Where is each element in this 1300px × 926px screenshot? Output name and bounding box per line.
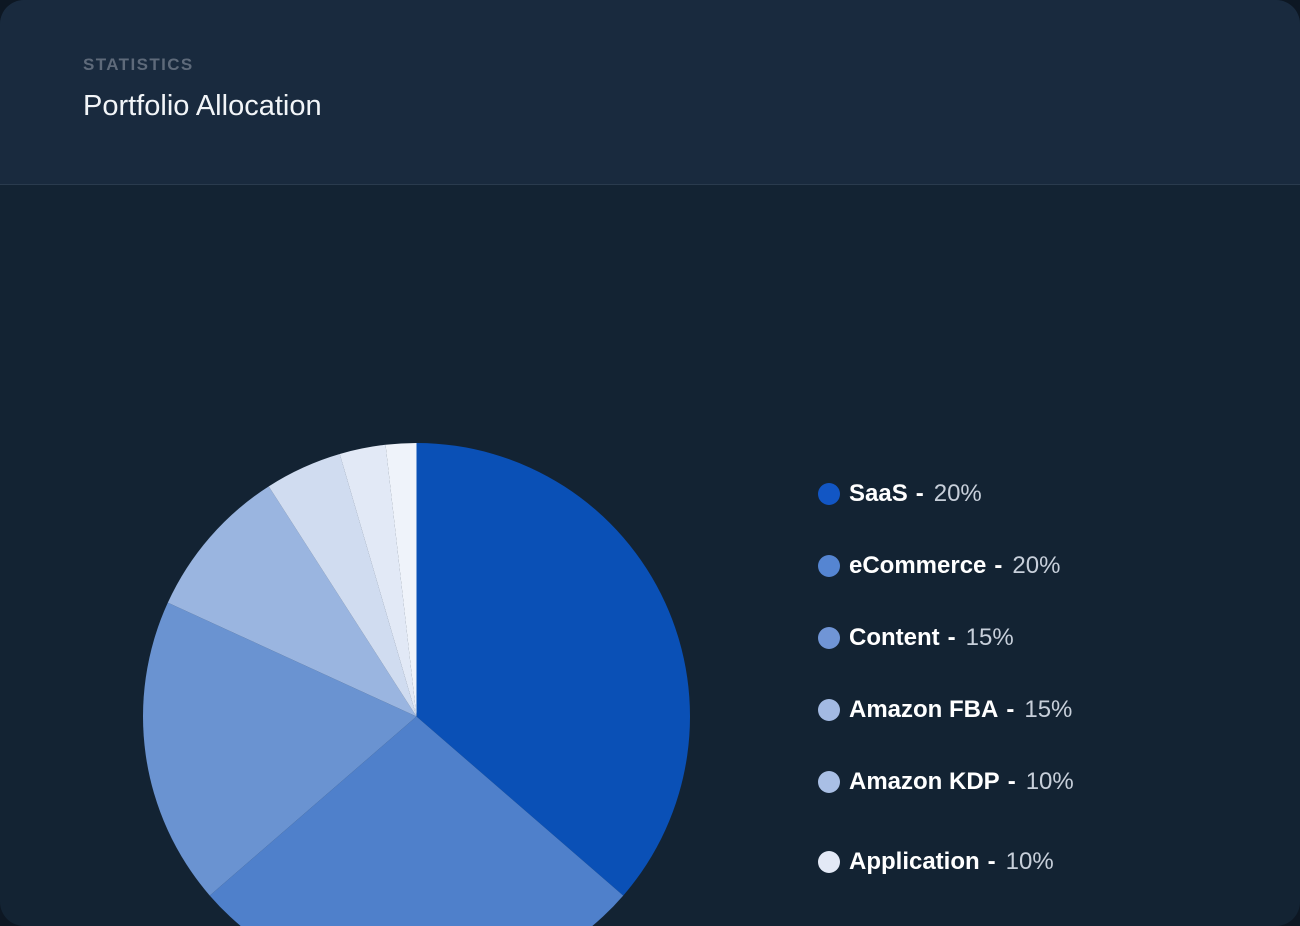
legend-item-ecommerce[interactable]: eCommerce - 20% [818, 552, 1101, 579]
legend-separator: - [1007, 768, 1016, 795]
legend-separator: - [994, 552, 1003, 579]
legend-label: Amazon FBA [849, 696, 999, 723]
legend-label: Application [849, 848, 980, 875]
legend-separator: - [947, 624, 956, 651]
legend-percent: 15% [1024, 696, 1073, 723]
pie-slice-amazon-fba[interactable] [167, 486, 417, 717]
legend-item-content[interactable]: Content - 15% [818, 624, 1101, 651]
legend-percent: 20% [1012, 552, 1061, 579]
legend-label: Amazon KDP [849, 768, 1000, 795]
legend-separator: - [987, 848, 996, 875]
legend-percent: 20% [933, 480, 982, 507]
legend-separator: - [1006, 696, 1015, 723]
card-header: STATISTICS Portfolio Allocation [0, 0, 1300, 185]
legend-dot-application [818, 851, 840, 873]
legend-label: eCommerce [849, 552, 987, 579]
legend-dot-content [818, 627, 840, 649]
legend-item-amazon-fba[interactable]: Amazon FBA - 15% [818, 696, 1101, 723]
pie-chart [143, 443, 690, 926]
pie-slice-amazon-kdp[interactable] [268, 453, 417, 717]
legend-item-application[interactable]: Application - 10% [818, 848, 1101, 875]
legend-dot-amazon-fba [818, 699, 840, 721]
page-title: Portfolio Allocation [83, 90, 322, 122]
legend-item-amazon-kdp[interactable]: Amazon KDP - 10% [818, 768, 1101, 795]
card-eyebrow: STATISTICS [83, 55, 194, 74]
chart-area: SaaS - 20% eCommerce - 20% Content - 15%… [0, 185, 1300, 926]
legend-percent: 15% [965, 624, 1014, 651]
legend-separator: - [915, 480, 924, 507]
pie-chart-svg [143, 443, 690, 926]
legend-dot-saas [818, 483, 840, 505]
pie-slice-application[interactable] [339, 444, 417, 717]
pie-slice-ecommerce[interactable] [209, 716, 624, 926]
legend-label: Content [849, 624, 940, 651]
legend-item-saas[interactable]: SaaS - 20% [818, 480, 1101, 507]
legend-percent: 10% [1005, 848, 1054, 875]
legend-dot-ecommerce [818, 555, 840, 577]
pie-slice-content[interactable] [143, 602, 417, 896]
legend-label: SaaS [849, 480, 908, 507]
pie-slice-service-agency[interactable] [385, 443, 417, 717]
pie-slice-saas[interactable] [416, 443, 691, 896]
legend-percent: 10% [1025, 768, 1074, 795]
legend-dot-amazon-kdp [818, 771, 840, 793]
chart-legend: SaaS - 20% eCommerce - 20% Content - 15%… [818, 480, 1101, 926]
